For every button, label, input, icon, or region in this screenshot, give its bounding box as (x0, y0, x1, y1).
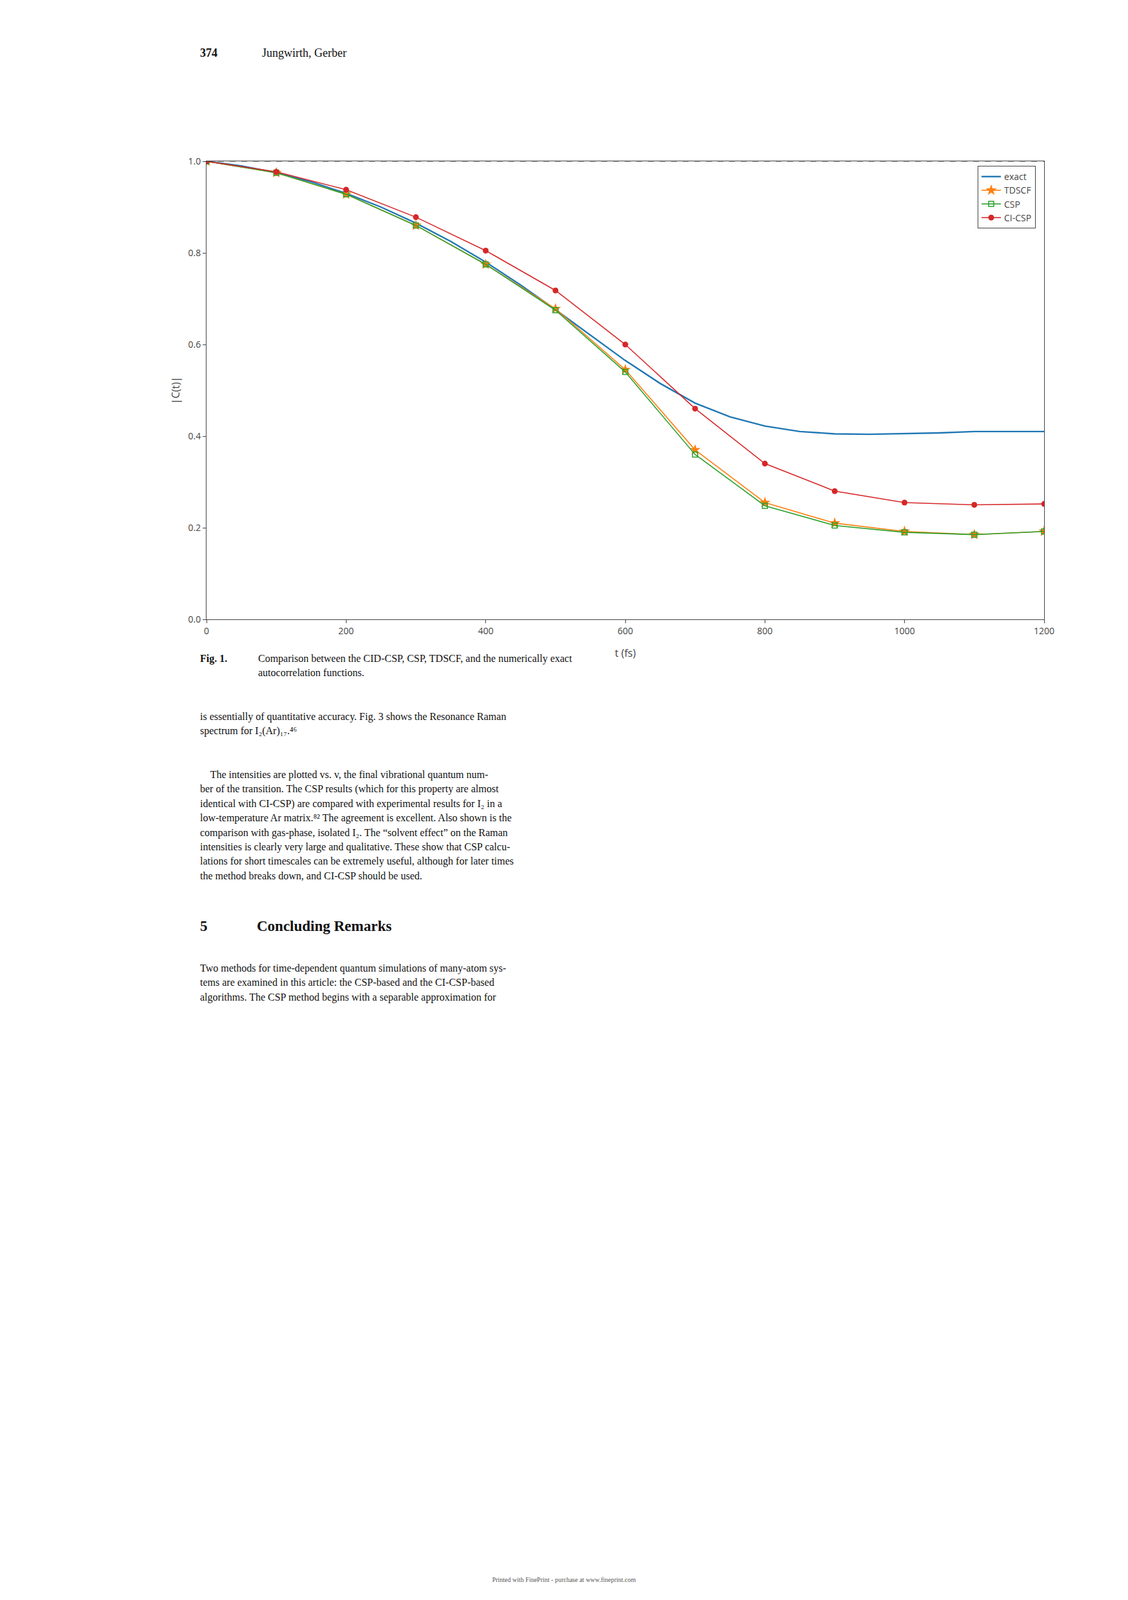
svg-text:400: 400 (478, 624, 494, 637)
svg-text:1.0: 1.0 (188, 154, 202, 168)
svg-text:t (fs): t (fs) (614, 645, 637, 661)
svg-text:0.8: 0.8 (188, 246, 202, 259)
svg-text:600: 600 (617, 624, 634, 637)
svg-text:exact: exact (1004, 170, 1027, 183)
svg-text:1200: 1200 (1033, 624, 1055, 637)
svg-text:CI-CSP: CI-CSP (1004, 211, 1032, 224)
svg-text:CSP: CSP (1004, 198, 1021, 211)
html-text:Printed with FinePrint - purch: Printed with FinePrint - purchase at www… (492, 1576, 636, 1584)
html-text:374: 374 (200, 46, 218, 60)
html-text:Fig. 1.: Fig. 1. (200, 653, 228, 665)
html-text:is essentially of quantitative: is essentially of quantitative accuracy.… (200, 711, 507, 737)
html-text:The intensities are plotted vs: The intensities are plotted vs. v, the f… (200, 769, 514, 882)
html-text:5: 5 (200, 918, 208, 935)
html-text:Concluding Remarks: Concluding Remarks (256, 918, 392, 935)
svg-text:800: 800 (756, 624, 773, 637)
svg-text:0.2: 0.2 (188, 521, 202, 534)
svg-text:0.0: 0.0 (188, 613, 202, 626)
svg-text:0: 0 (203, 624, 210, 637)
svg-text:|C(t)|: |C(t)| (168, 376, 183, 405)
html-text:Two methods for time-dependent: Two methods for time-dependent quantum s… (200, 962, 507, 1003)
svg-text:TDSCF: TDSCF (1004, 183, 1032, 197)
html-text:Jungwirth, Gerber: Jungwirth, Gerber (261, 46, 347, 60)
svg-text:0.4: 0.4 (188, 429, 202, 443)
svg-text:1000: 1000 (894, 624, 916, 637)
html-text:Comparison between the CID-CSP: Comparison between the CID-CSP, CSP, TDS… (258, 653, 573, 679)
svg-text:200: 200 (338, 624, 354, 637)
svg-text:0.6: 0.6 (188, 338, 202, 351)
